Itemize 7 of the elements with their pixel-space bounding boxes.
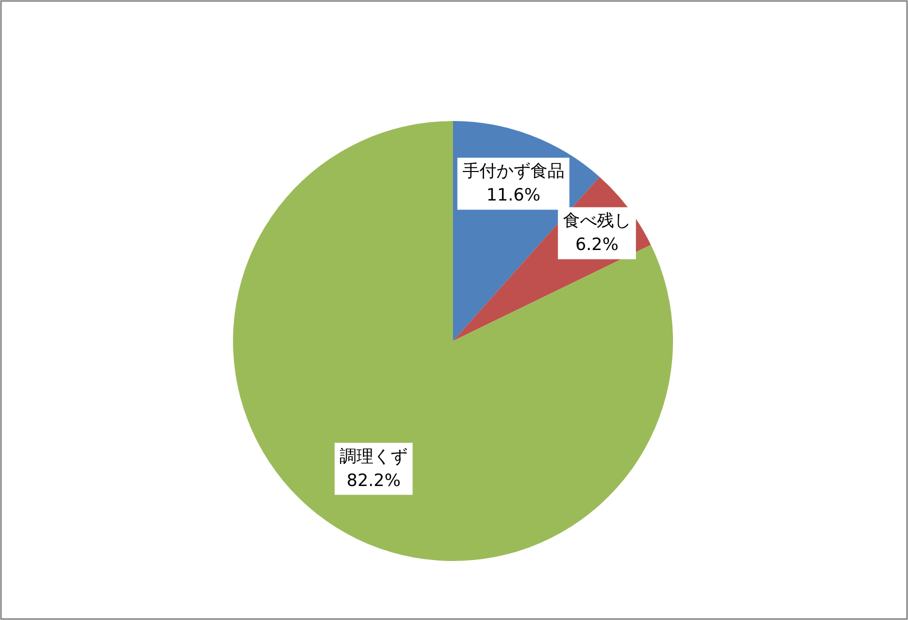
- data-label: 6.2%: [575, 235, 619, 256]
- data-label: 11.6%: [486, 186, 540, 206]
- slice-label: 食べ残し: [562, 211, 631, 232]
- data-label: 82.2%: [346, 470, 401, 491]
- slice-label: 調理くず: [340, 446, 408, 467]
- slice-label: 手付かず食品: [462, 162, 564, 182]
- pie-slice: [233, 121, 673, 561]
